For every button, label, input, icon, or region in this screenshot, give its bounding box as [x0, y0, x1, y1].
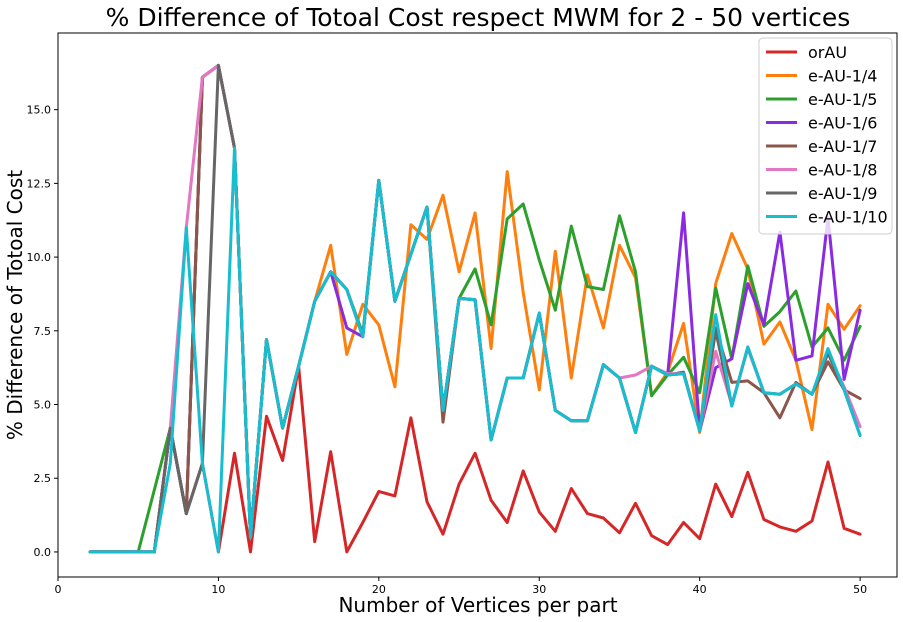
y-tick-label: 0.0: [34, 546, 52, 559]
legend-label: e-AU-1/8: [808, 161, 877, 180]
x-tick-label: 20: [372, 583, 386, 596]
series-line-e-au-1-10: [88, 146, 862, 554]
plot-area-frame: [57, 32, 898, 578]
x-tick-label: 50: [853, 583, 867, 596]
legend-label: e-AU-1/5: [808, 90, 877, 109]
series-lines-group: [88, 63, 862, 554]
legend-label: e-AU-1/6: [808, 114, 877, 133]
legend-label: orAU: [808, 43, 847, 62]
x-axis-ticks: 0 10 20 30 40 50: [55, 577, 867, 596]
x-tick-label: 0: [55, 583, 62, 596]
chart-title: % Difference of Totoal Cost respect MWM …: [106, 3, 851, 32]
y-axis-ticks: 0.0 2.5 5.0 7.5 10.0 12.5 15.0: [27, 104, 58, 559]
legend-label: e-AU-1/9: [808, 184, 877, 203]
legend-label: e-AU-1/7: [808, 137, 877, 156]
y-tick-label: 15.0: [27, 104, 52, 117]
y-tick-label: 10.0: [27, 251, 52, 264]
legend-label: e-AU-1/4: [808, 67, 877, 86]
x-tick-label: 10: [211, 583, 225, 596]
legend-label: e-AU-1/10: [808, 208, 888, 227]
x-axis-label: Number of Vertices per part: [338, 593, 617, 617]
y-tick-label: 7.5: [34, 325, 52, 338]
y-tick-label: 12.5: [27, 177, 52, 190]
y-tick-label: 2.5: [34, 472, 52, 485]
y-tick-label: 5.0: [34, 399, 52, 412]
chart-legend: orAU e-AU-1/4 e-AU-1/5 e-AU-1/6 e-AU-1/7 e-AU…: [758, 37, 893, 235]
x-tick-label: 40: [693, 583, 707, 596]
legend-box: [758, 37, 893, 235]
x-tick-label: 30: [532, 583, 546, 596]
y-axis-label: % Difference of Totoal Cost: [3, 170, 27, 440]
